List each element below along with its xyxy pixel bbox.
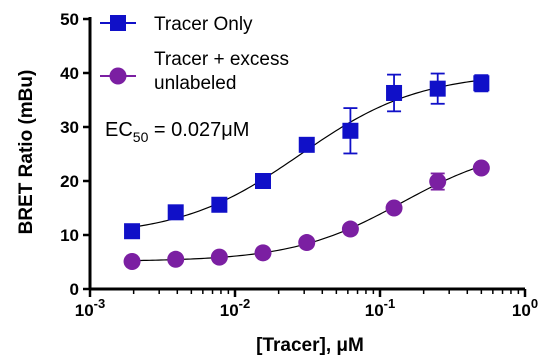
data-point <box>123 252 141 270</box>
fit-curve <box>131 79 482 228</box>
data-point <box>167 250 185 268</box>
ec50-annotation: EC50 = 0.027μM <box>105 119 249 145</box>
y-tick-label: 0 <box>70 280 79 299</box>
data-point <box>473 75 490 92</box>
data-point <box>254 244 272 262</box>
legend: Tracer Only Tracer + excess unlabeled <box>100 14 289 94</box>
data-point <box>385 199 403 217</box>
series-tracer-only <box>124 72 490 240</box>
legend-label: unlabeled <box>154 73 236 94</box>
y-tick-label: 10 <box>60 226 79 245</box>
data-point <box>429 173 447 191</box>
series-layer <box>123 72 490 270</box>
x-tick-label: 10-1 <box>365 296 395 320</box>
legend-marker <box>109 67 127 85</box>
data-point <box>341 220 359 238</box>
data-point <box>211 196 228 213</box>
plot-area: 0 10 20 30 40 50 10-3 10-2 10-1 100 <box>60 10 538 320</box>
x-tick-label: 100 <box>512 296 538 320</box>
legend-label: Tracer + excess <box>154 49 289 70</box>
data-point <box>429 80 446 97</box>
x-axis-title: [Tracer], μM <box>256 335 364 356</box>
legend-marker <box>110 15 126 31</box>
data-point <box>472 159 490 177</box>
data-point <box>298 234 316 252</box>
data-point <box>342 122 359 139</box>
x-tick-label: 10-2 <box>220 296 250 320</box>
data-point <box>210 248 228 266</box>
y-tick-label: 50 <box>60 10 79 29</box>
data-point <box>124 223 141 240</box>
data-point <box>386 84 403 101</box>
x-tick-label: 10-3 <box>75 296 105 320</box>
data-point <box>298 136 315 153</box>
y-axis-title: BRET Ratio (mBu) <box>16 70 37 235</box>
legend-label: Tracer Only <box>154 14 253 35</box>
y-tick-label: 40 <box>60 64 79 83</box>
data-point <box>167 204 184 221</box>
data-point <box>255 173 272 189</box>
y-tick-label: 20 <box>60 172 79 191</box>
series-tracer-excess <box>123 159 490 270</box>
y-tick-label: 30 <box>60 118 79 137</box>
